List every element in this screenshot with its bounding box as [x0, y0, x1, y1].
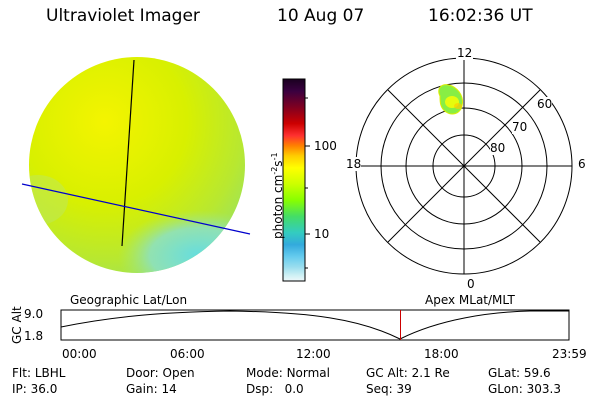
time-label: 16:02:36 UT: [428, 6, 533, 26]
instrument-title: Ultraviolet Imager: [46, 6, 200, 26]
lat-label-70: 70: [512, 120, 528, 134]
status-gain: Gain: 14: [126, 382, 177, 396]
geographic-image: [21, 57, 251, 273]
status-dsp: Dsp: 0.0: [246, 382, 304, 396]
status-glat: GLat: 59.6: [488, 366, 551, 380]
altitude-plot-frame: [60, 309, 570, 341]
status-mode: Mode: Normal: [246, 366, 330, 380]
altitude-ytick-top: 9.0: [24, 307, 44, 321]
lat-label-60: 60: [537, 97, 553, 111]
colorbar-label: photon cm-2s-1: [270, 152, 285, 239]
latitude-line: [21, 183, 251, 235]
lat-label-80: 80: [490, 141, 506, 155]
status-filter: Flt: LBHL: [12, 366, 66, 380]
altitude-xtick-0000: 00:00: [62, 347, 97, 361]
colorbar-tick-10: 10: [314, 227, 330, 241]
altitude-ytick-bottom: 1.8: [24, 329, 44, 343]
apex-caption: Apex MLat/MLT: [425, 293, 515, 307]
status-seq: Seq: 39: [366, 382, 412, 396]
altitude-curve: [60, 310, 569, 340]
altitude-xtick-0600: 06:00: [170, 347, 205, 361]
status-glon: GLon: 303.3: [488, 382, 561, 396]
status-door: Door: Open: [126, 366, 195, 380]
altitude-xtick-2359: 23:59: [552, 347, 587, 361]
mlt-label-6: 6: [578, 157, 586, 171]
altitude-plot: [60, 309, 570, 341]
altitude-xtick-1200: 12:00: [296, 347, 331, 361]
longitude-line: [121, 59, 135, 247]
altitude-xtick-1800: 18:00: [424, 347, 459, 361]
status-gc-alt: GC Alt: 2.1 Re: [366, 366, 450, 380]
mlt-label-0: 0: [467, 277, 475, 291]
geographic-caption: Geographic Lat/Lon: [70, 293, 188, 307]
status-ip: IP: 36.0: [12, 382, 58, 396]
mlt-label-18: 18: [346, 157, 362, 171]
colorbar-gradient: [282, 78, 306, 282]
date-label: 10 Aug 07: [277, 6, 365, 26]
colorbar: [282, 78, 310, 282]
altitude-ylabel: GC Alt: [10, 306, 24, 344]
polar-plot: [355, 57, 573, 275]
colorbar-tick-100: 100: [314, 139, 337, 153]
mlt-label-12: 12: [456, 46, 474, 60]
